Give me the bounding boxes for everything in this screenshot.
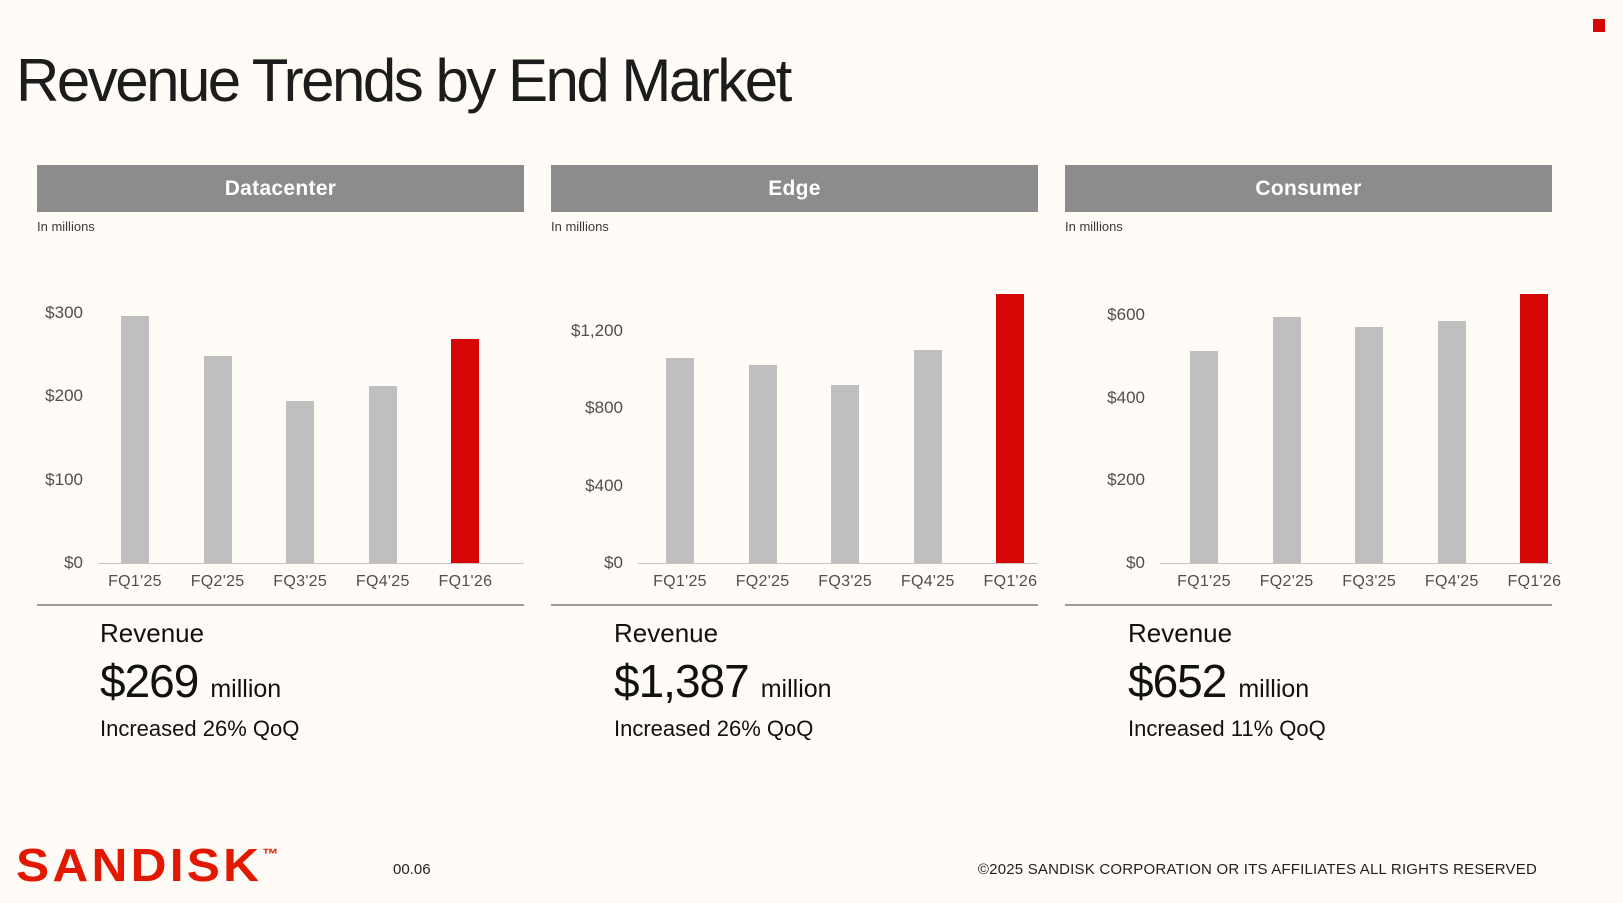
y-tick-label: $300	[45, 303, 83, 322]
corner-accent-square	[1593, 19, 1605, 32]
bar-datacenter-FQ1'25	[121, 315, 149, 563]
bar-chart-edge: $1,200 $800 $400 $0 FQ1'25 FQ2'25 FQ3'25 FQ4'25…	[551, 253, 1038, 595]
page-number: 00.06	[393, 861, 431, 878]
x-tick-label: FQ1'25	[653, 573, 707, 590]
bar-consumer-FQ2'25	[1272, 316, 1301, 563]
bar-edge-FQ3'25	[831, 384, 860, 563]
y-tick-label: $1,200	[571, 320, 623, 340]
bar-datacenter-FQ2'25	[203, 356, 232, 563]
x-tick-label: FQ1'26	[983, 573, 1038, 590]
bar-datacenter-FQ4'25	[368, 385, 397, 563]
summary-edge: Revenue $1,387 million Increased 26% QoQ	[551, 618, 1038, 744]
y-tick-label: $400	[1107, 387, 1145, 407]
revenue-value: $652 million	[1128, 648, 1552, 708]
revenue-change: Increased 26% QoQ	[614, 716, 814, 741]
bar-edge-FQ1'26	[996, 294, 1025, 563]
panel-header-consumer: Consumer	[1065, 165, 1552, 212]
y-tick-label: $0	[64, 553, 83, 572]
copyright-text: ©2025 SANDISK CORPORATION OR ITS AFFILIA…	[977, 861, 1537, 878]
revenue-amount: $1,387	[614, 655, 750, 707]
revenue-unit: million	[760, 675, 832, 703]
panel-title: Consumer	[1255, 176, 1362, 200]
bar-edge-FQ2'25	[748, 364, 777, 563]
divider-line	[1065, 604, 1552, 606]
x-tick-label: FQ4'25	[900, 573, 955, 590]
bar-datacenter-FQ1'26	[451, 338, 480, 563]
x-tick-label: FQ2'25	[190, 573, 245, 590]
x-axis-line	[638, 563, 1038, 564]
x-tick-label: FQ1'26	[1507, 573, 1562, 590]
revenue-change: Increased 26% QoQ	[100, 716, 300, 741]
x-tick-label: FQ2'25	[1259, 573, 1314, 590]
panel-title: Datacenter	[224, 176, 337, 200]
panel-header-edge: Edge	[551, 165, 1038, 212]
revenue-change: Increased 11% QoQ	[1128, 716, 1326, 741]
revenue-label: Revenue	[614, 618, 719, 648]
y-tick-label: $800	[585, 398, 623, 417]
x-tick-label: FQ1'25	[1177, 573, 1231, 590]
panel-title: Edge	[768, 176, 821, 200]
x-axis-line	[98, 563, 524, 564]
y-tick-label: $200	[45, 386, 83, 406]
panel-header-datacenter: Datacenter	[37, 165, 524, 212]
y-tick-label: $0	[604, 553, 623, 572]
panel-consumer: Consumer In millions $600 $400 $200 $0 FQ1'2…	[1065, 165, 1561, 744]
bar-edge-FQ1'25	[666, 358, 694, 563]
y-tick-label: $200	[1107, 470, 1145, 490]
bar-chart-datacenter: $300 $200 $100 $0 FQ1'25 FQ2'25 FQ3'25 FQ4'25 FQ…	[37, 253, 524, 595]
revenue-label: Revenue	[100, 618, 205, 648]
x-tick-label: FQ1'26	[438, 573, 493, 590]
revenue-amount: $269	[100, 655, 199, 707]
bar-consumer-FQ1'25	[1190, 351, 1218, 563]
revenue-amount: $652	[1128, 655, 1227, 707]
y-tick-label: $600	[1107, 305, 1145, 324]
divider-line	[37, 604, 524, 606]
divider-line	[551, 604, 1038, 606]
bar-edge-FQ4'25	[913, 349, 942, 563]
units-label: In millions	[1065, 219, 1123, 234]
revenue-label: Revenue	[1128, 618, 1233, 648]
sandisk-logo-text: SANDISK	[16, 839, 263, 891]
revenue-value: $1,387 million	[614, 648, 1038, 708]
revenue-unit: million	[210, 675, 282, 703]
sandisk-logo: SANDISK™	[16, 838, 278, 892]
x-axis-line	[1160, 563, 1552, 564]
summary-datacenter: Revenue $269 million Increased 26% QoQ	[37, 618, 524, 744]
bar-consumer-FQ3'25	[1355, 326, 1384, 563]
revenue-unit: million	[1238, 675, 1310, 703]
revenue-value: $269 million	[100, 648, 524, 708]
x-tick-label: FQ3'25	[818, 573, 873, 590]
trademark-symbol: ™	[262, 846, 279, 863]
units-label: In millions	[551, 219, 609, 234]
panel-edge: Edge In millions $1,200 $800 $400 $0 FQ1'25 F…	[551, 165, 1038, 744]
x-tick-label: FQ3'25	[273, 573, 328, 590]
page-title: Revenue Trends by End Market	[16, 47, 792, 115]
units-label: In millions	[37, 219, 95, 234]
summary-consumer: Revenue $652 million Increased 11% QoQ	[1065, 618, 1552, 744]
bar-consumer-FQ1'26	[1520, 293, 1549, 563]
panel-datacenter: Datacenter In millions $300 $200 $100 $0 FQ1…	[37, 165, 524, 744]
y-tick-label: $0	[1126, 553, 1145, 572]
y-tick-label: $400	[585, 475, 623, 495]
x-tick-label: FQ1'25	[108, 573, 162, 590]
x-tick-label: FQ3'25	[1342, 573, 1397, 590]
y-tick-label: $100	[45, 469, 83, 489]
bar-chart-consumer: $600 $400 $200 $0 FQ1'25 FQ2'25 FQ3'25 FQ4'25 FQ…	[1065, 253, 1561, 595]
bar-consumer-FQ4'25	[1437, 320, 1466, 563]
bar-datacenter-FQ3'25	[286, 400, 315, 563]
x-tick-label: FQ4'25	[1424, 573, 1479, 590]
x-tick-label: FQ2'25	[735, 573, 790, 590]
x-tick-label: FQ4'25	[355, 573, 410, 590]
